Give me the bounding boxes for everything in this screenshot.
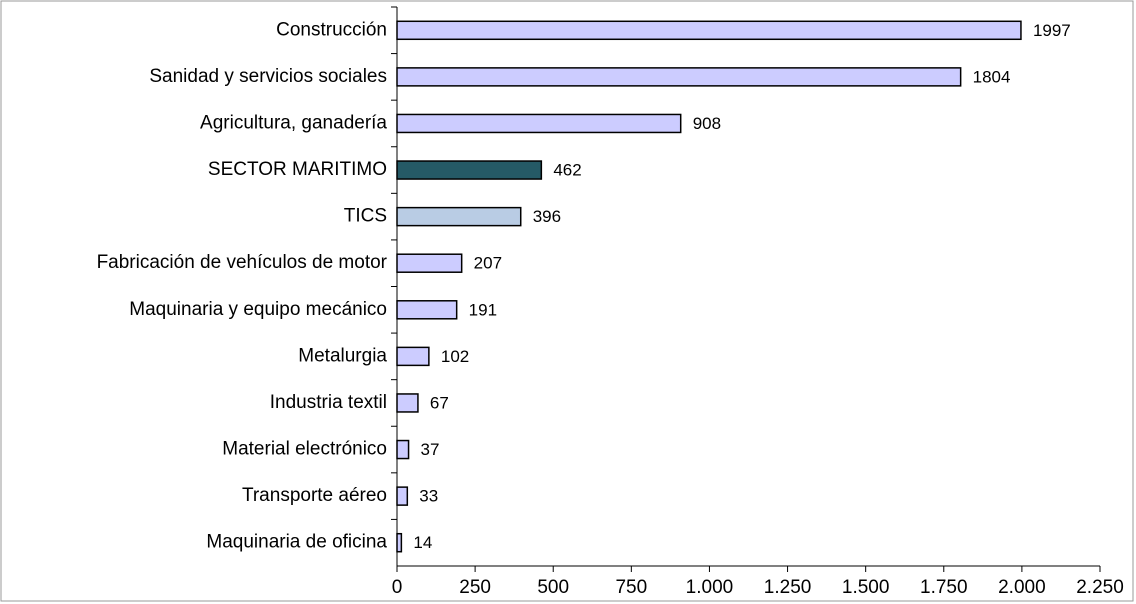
y-tick-label: TICS (344, 206, 387, 227)
bar (396, 20, 1022, 41)
bar (396, 439, 410, 460)
data-label: 462 (553, 161, 581, 180)
bar (396, 113, 682, 134)
x-tick-label: 500 (537, 577, 569, 598)
data-label: 67 (430, 393, 449, 412)
y-tick-label: Maquinaria de oficina (206, 532, 387, 553)
x-tick-label: 0 (392, 577, 403, 598)
x-tick-label: 2.250 (1076, 577, 1124, 598)
x-tick-label: 250 (459, 577, 491, 598)
x-tick-label: 750 (615, 577, 647, 598)
bar (396, 346, 430, 367)
x-tick-label: 1.250 (764, 577, 812, 598)
bar (396, 532, 403, 553)
y-tick-label: Material electrónico (222, 439, 387, 460)
y-tick-label: Agricultura, ganadería (200, 112, 387, 133)
data-label: 37 (421, 440, 440, 459)
bar (396, 206, 522, 227)
data-label: 1997 (1033, 21, 1071, 40)
y-tick-label: SECTOR MARITIMO (208, 159, 387, 180)
data-label: 14 (413, 533, 432, 552)
data-label: 191 (469, 300, 497, 319)
data-label: 207 (474, 254, 502, 273)
y-tick-label: Sanidad y servicios sociales (149, 66, 387, 87)
y-tick-label: Industria textil (270, 392, 387, 413)
x-tick-label: 2.000 (998, 577, 1046, 598)
bar (396, 393, 419, 413)
x-tick-label: 1.000 (686, 577, 734, 598)
data-label: 1804 (973, 67, 1011, 86)
y-tick-label: Construcción (276, 19, 387, 40)
data-label: 908 (693, 114, 721, 133)
x-tick-label: 1.750 (920, 577, 968, 598)
x-tick-label: 1.500 (842, 577, 890, 598)
data-label: 102 (441, 347, 469, 366)
y-tick-label: Maquinaria y equipo mecánico (129, 299, 387, 320)
y-tick-label: Transporte aéreo (242, 485, 387, 506)
y-tick-label: Fabricación de vehículos de motor (97, 252, 388, 273)
bar (396, 253, 463, 273)
bar (396, 300, 458, 320)
y-tick-label: Metalurgia (298, 345, 387, 366)
bar (396, 160, 543, 180)
data-label: 33 (419, 487, 438, 506)
bar (396, 486, 409, 506)
bar (396, 67, 962, 87)
data-label: 396 (533, 207, 561, 226)
